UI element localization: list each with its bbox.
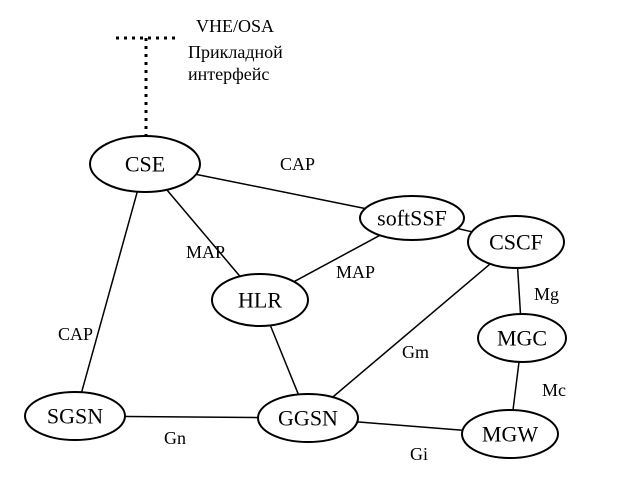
edge-label-cse-sgsn: CAP — [58, 324, 93, 344]
title-sub2: интерфейс — [188, 64, 269, 84]
node-label-cscf: CSCF — [489, 230, 543, 255]
edge-label-ggsn-mgw: Gi — [410, 444, 428, 464]
nodes-layer: CSE softSSF CSCF HLR MGC SGSN GGSN MGW — [25, 136, 566, 458]
node-label-softssf: softSSF — [377, 206, 447, 231]
edge-cscf-ggsn — [333, 264, 490, 397]
edge-label-mgc-mgw: Mc — [542, 380, 566, 400]
edge-cse-hlr — [167, 190, 240, 277]
titles-layer: VHE/OSA Прикладнойинтерфейс — [188, 16, 283, 84]
edge-softssf-cscf — [458, 229, 472, 232]
edge-label-sgsn-ggsn: Gn — [164, 428, 186, 448]
edge-label-cse-hlr: MAP — [186, 242, 225, 262]
edge-label-cse-softssf: CAP — [280, 154, 315, 174]
title-top: VHE/OSA — [196, 16, 274, 36]
dotted-interface — [116, 38, 176, 136]
node-label-mgc: MGC — [497, 326, 547, 351]
node-label-ggsn: GGSN — [278, 406, 338, 431]
node-label-cse: CSE — [125, 152, 165, 177]
edge-sgsn-ggsn — [125, 416, 258, 417]
edge-hlr-ggsn — [270, 325, 298, 394]
edge-label-cscf-ggsn: Gm — [402, 342, 429, 362]
edge-cse-sgsn — [82, 192, 138, 392]
edge-ggsn-mgw — [357, 422, 462, 430]
edge-label-cscf-mgc: Mg — [534, 284, 559, 304]
node-label-sgsn: SGSN — [47, 404, 103, 429]
node-label-hlr: HLR — [238, 288, 282, 313]
node-label-mgw: MGW — [482, 422, 538, 447]
network-diagram: CAP MAP CAP MAP Mg Gm Mc Gn Gi CSE softSSF CSCF HLR… — [0, 0, 632, 500]
edge-cscf-mgc — [518, 268, 521, 314]
edge-mgc-mgw — [513, 362, 519, 410]
edge-cse-softssf — [196, 174, 365, 208]
edge-label-softssf-hlr: MAP — [336, 262, 375, 282]
title-sub1: Прикладной — [188, 42, 283, 62]
